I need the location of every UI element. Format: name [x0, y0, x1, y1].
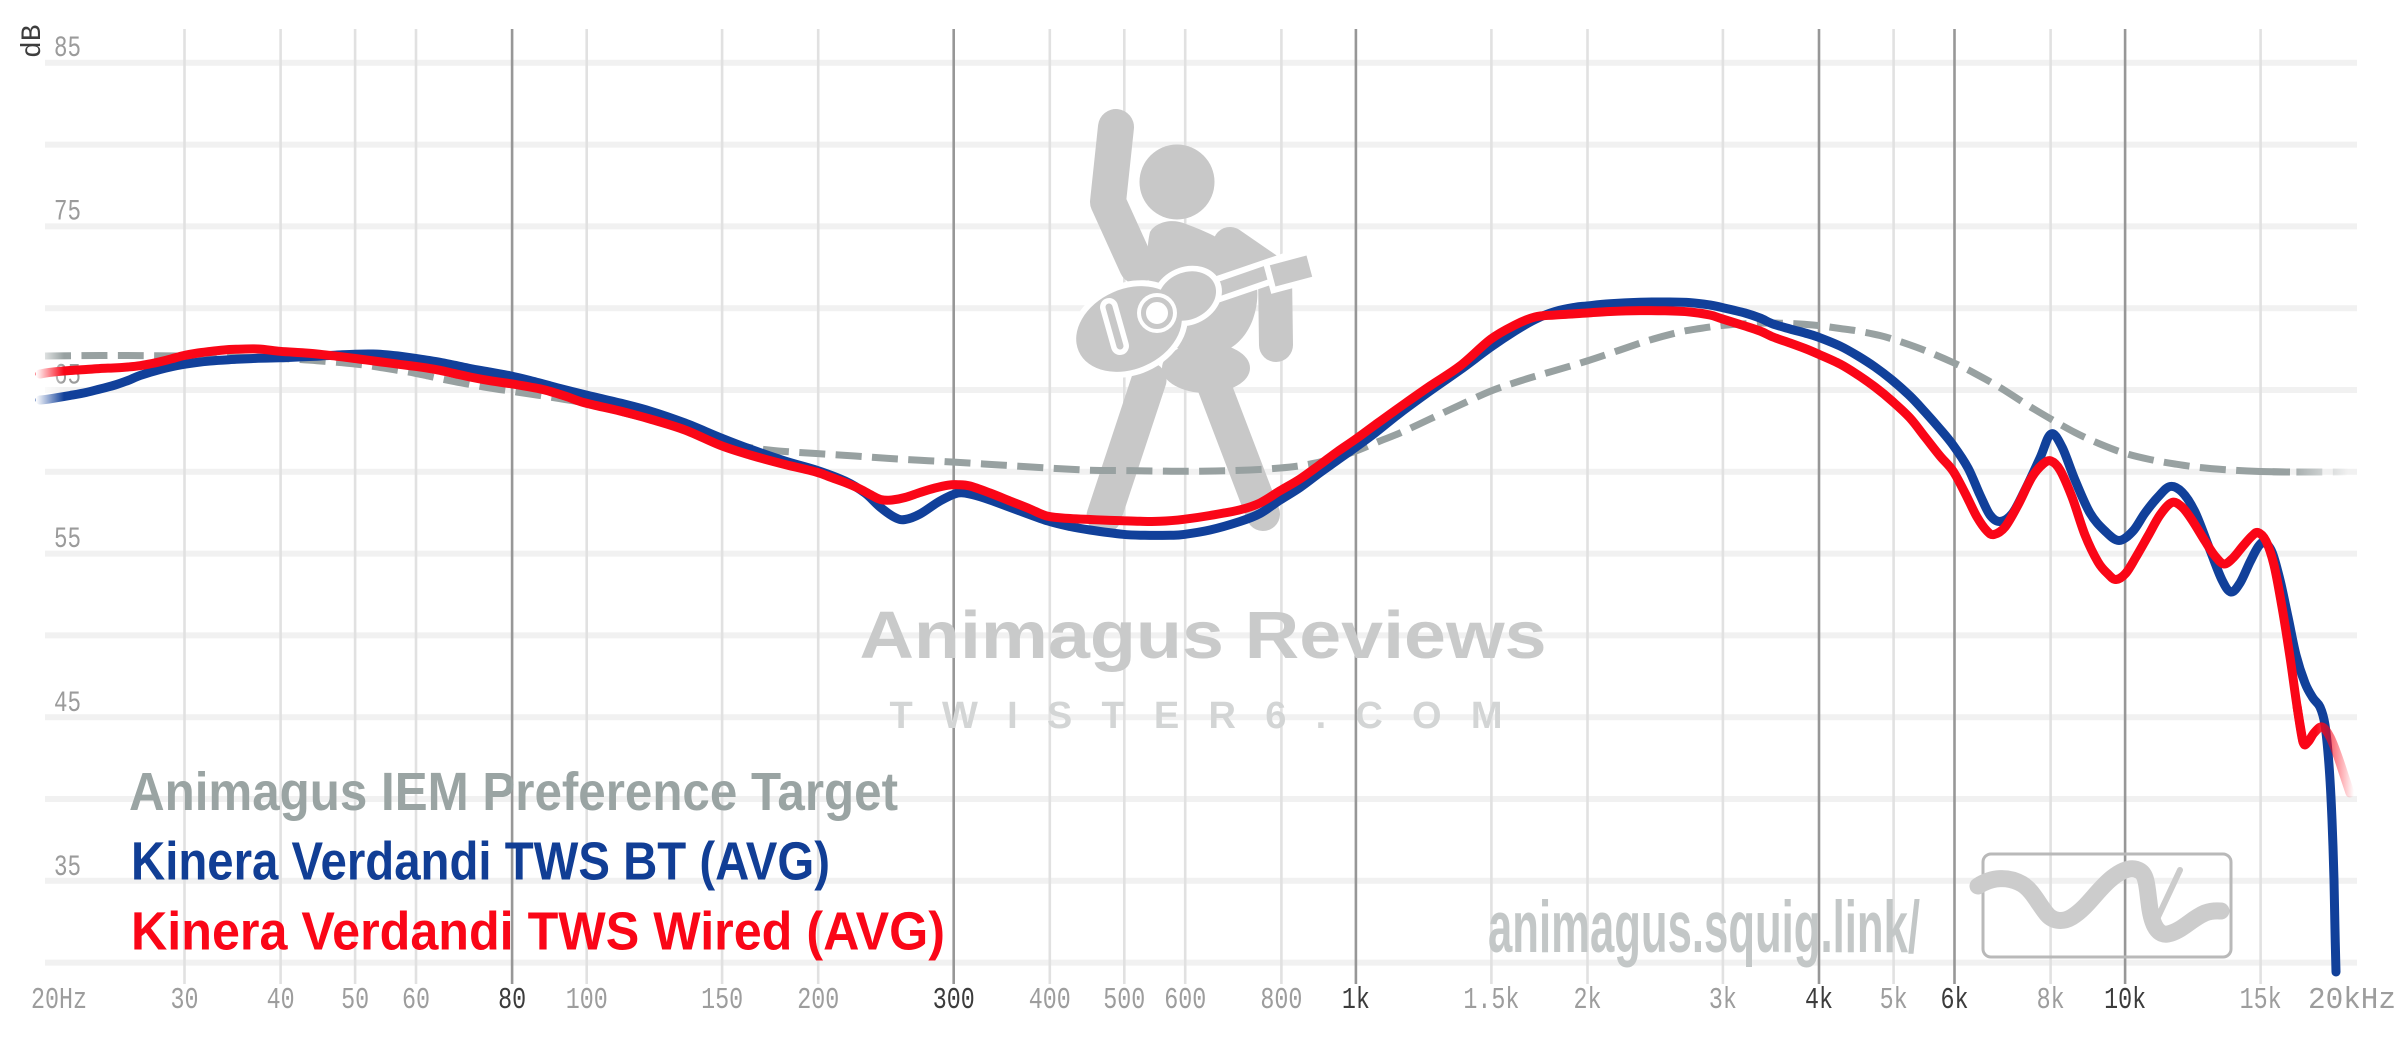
svg-text:Kinera Verdandi TWS Wired (AVG: Kinera Verdandi TWS Wired (AVG)	[131, 903, 945, 962]
svg-text:1.5k: 1.5k	[1463, 983, 1519, 1018]
svg-text:40: 40	[267, 983, 295, 1018]
svg-text:50: 50	[341, 983, 369, 1018]
svg-text:20Hz: 20Hz	[31, 983, 87, 1018]
svg-text:dB: dB	[18, 24, 49, 58]
svg-text:animagus.squig.link/: animagus.squig.link/	[1488, 887, 1920, 968]
svg-text:500: 500	[1103, 983, 1145, 1018]
svg-text:Kinera Verdandi TWS BT (AVG): Kinera Verdandi TWS BT (AVG)	[131, 833, 830, 892]
svg-text:6k: 6k	[1941, 983, 1969, 1018]
svg-text:4k: 4k	[1805, 983, 1833, 1018]
svg-text:10k: 10k	[2104, 983, 2146, 1018]
svg-text:55: 55	[54, 523, 81, 557]
svg-text:20kHz: 20kHz	[2308, 983, 2396, 1018]
svg-text:200: 200	[797, 983, 839, 1018]
svg-text:60: 60	[402, 983, 430, 1018]
svg-text:300: 300	[933, 983, 975, 1018]
svg-text:45: 45	[54, 687, 81, 721]
svg-text:15k: 15k	[2240, 983, 2282, 1018]
svg-text:1k: 1k	[1342, 983, 1370, 1018]
svg-text:80: 80	[498, 983, 526, 1018]
svg-text:Animagus Reviews: Animagus Reviews	[860, 598, 1547, 673]
svg-text:800: 800	[1260, 983, 1302, 1018]
svg-text:3k: 3k	[1709, 983, 1737, 1018]
svg-text:85: 85	[54, 32, 81, 66]
svg-text:2k: 2k	[1574, 983, 1602, 1018]
svg-text:Animagus IEM Preference Target: Animagus IEM Preference Target	[129, 763, 898, 822]
svg-text:100: 100	[566, 983, 608, 1018]
svg-text:600: 600	[1164, 983, 1206, 1018]
svg-text:8k: 8k	[2037, 983, 2065, 1018]
svg-text:400: 400	[1029, 983, 1071, 1018]
svg-text:150: 150	[701, 983, 743, 1018]
svg-text:75: 75	[54, 196, 81, 230]
svg-text:35: 35	[54, 851, 81, 885]
svg-text:5k: 5k	[1880, 983, 1908, 1018]
svg-text:30: 30	[171, 983, 199, 1018]
